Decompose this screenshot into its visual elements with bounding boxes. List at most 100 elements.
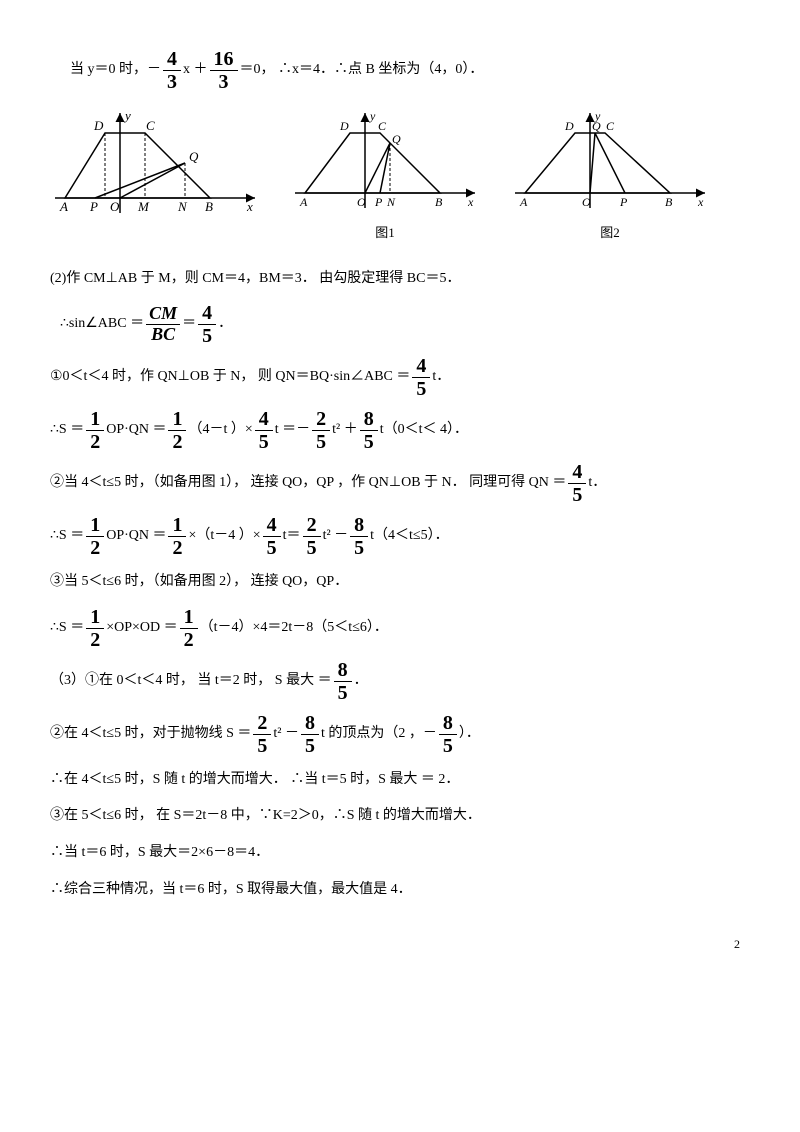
svg-text:C: C xyxy=(378,119,387,133)
figure-1: A O P N B x y D C Q 图1 xyxy=(290,108,480,246)
line-3: ∴sin∠ABC ＝ CMBC ＝ 45 ． xyxy=(50,302,750,347)
fraction: 12 xyxy=(86,408,104,453)
fraction: 45 xyxy=(412,355,430,400)
text: ． xyxy=(218,311,232,338)
fraction: CMBC xyxy=(146,304,180,345)
svg-text:N: N xyxy=(177,199,188,214)
svg-text:B: B xyxy=(435,195,443,209)
text: OP·QN ＝ xyxy=(106,523,166,550)
svg-text:D: D xyxy=(339,119,349,133)
text: ②当 4＜t≤5 时，（如备用图 1）， 连接 QO，QP ，作 QN⊥OB 于… xyxy=(50,470,566,497)
svg-text:x: x xyxy=(467,195,474,209)
svg-text:P: P xyxy=(374,195,383,209)
caption-2: 图2 xyxy=(510,221,710,246)
svg-text:A: A xyxy=(519,195,528,209)
text: ∴S ＝ xyxy=(50,523,84,550)
text: t² － xyxy=(273,721,299,748)
fraction: 12 xyxy=(86,606,104,651)
text: t 的顶点为（2 ，－ xyxy=(321,721,437,748)
fraction: 12 xyxy=(168,514,186,559)
svg-text:D: D xyxy=(564,119,574,133)
text: ∴S ＝ xyxy=(50,615,84,642)
text: t² ＋ xyxy=(332,417,358,444)
text: 当 y＝0 时，－ xyxy=(70,57,161,84)
svg-text:P: P xyxy=(619,195,628,209)
line-5: ∴S ＝ 12 OP·QN ＝ 12 （4－t ）× 45 t ＝－ 25 t²… xyxy=(50,408,750,453)
text: t（0＜t＜ 4）． xyxy=(380,417,468,444)
line-6: ②当 4＜t≤5 时，（如备用图 1）， 连接 QO，QP ，作 QN⊥OB 于… xyxy=(50,461,750,506)
fraction: 45 xyxy=(568,461,586,506)
line-15: ∴综合三种情况，当 t＝6 时，S 取得最大值，最大值是 4． xyxy=(50,877,750,904)
svg-text:Q: Q xyxy=(592,119,601,133)
text: x ＋ xyxy=(183,57,208,84)
line-7: ∴S ＝ 12 OP·QN ＝ 12 ×（t－4 ）× 45 t＝ 25 t² … xyxy=(50,514,750,559)
line-2: (2)作 CM⊥AB 于 M，则 CM＝4，BM＝3． 由勾股定理得 BC＝5． xyxy=(50,266,750,293)
text: ×OP×OD ＝ xyxy=(106,615,177,642)
svg-text:y: y xyxy=(123,108,131,123)
svg-text:x: x xyxy=(697,195,704,209)
text: （4－t ）× xyxy=(188,417,252,444)
fraction: 12 xyxy=(180,606,198,651)
line-13: ③在 5＜t≤6 时， 在 S＝2t－8 中，∵K=2＞0，∴S 随 t 的增大… xyxy=(50,803,750,830)
fraction: 12 xyxy=(86,514,104,559)
fraction: 25 xyxy=(303,514,321,559)
line-12: ∴在 4＜t≤5 时，S 随 t 的增大而增大． ∴当 t＝5 时，S 最大 ＝… xyxy=(50,767,750,794)
svg-text:Q: Q xyxy=(392,132,401,146)
text: ＝ xyxy=(182,311,196,338)
fraction: 25 xyxy=(253,712,271,757)
svg-text:O: O xyxy=(357,195,366,209)
text: ∴sin∠ABC ＝ xyxy=(60,311,144,338)
svg-text:Q: Q xyxy=(189,149,199,164)
svg-text:C: C xyxy=(146,118,155,133)
svg-text:O: O xyxy=(582,195,591,209)
page-number: 2 xyxy=(50,933,750,956)
svg-text:A: A xyxy=(299,195,308,209)
text: t（4＜t≤5）． xyxy=(370,523,448,550)
svg-text:M: M xyxy=(137,199,150,214)
text: ×（t－4 ）× xyxy=(188,523,260,550)
text: t＝ xyxy=(283,523,301,550)
text: ． xyxy=(354,668,368,695)
fraction: 12 xyxy=(168,408,186,453)
fraction: 85 xyxy=(334,659,352,704)
text: ②在 4＜t≤5 时，对于抛物线 S ＝ xyxy=(50,721,251,748)
text: t． xyxy=(432,364,450,391)
line-14: ∴当 t＝6 时，S 最大＝2×6－8＝4． xyxy=(50,840,750,867)
svg-text:P: P xyxy=(89,199,98,214)
svg-text:y: y xyxy=(369,109,376,123)
fraction: 85 xyxy=(350,514,368,559)
figures-row: A P O M N B x y D C Q A O P N B x xyxy=(50,108,750,246)
line-10: （3）①在 0＜t＜4 时， 当 t＝2 时， S 最大 ＝ 85 ． xyxy=(50,659,750,704)
fraction: 45 xyxy=(198,302,216,347)
text: t ＝－ xyxy=(275,417,310,444)
line-4: ①0＜t＜4 时，作 QN⊥OB 于 N， 则 QN＝BQ·sin∠ABC ＝ … xyxy=(50,355,750,400)
fraction: 85 xyxy=(439,712,457,757)
figure-2: A O P B x y D C Q 图2 xyxy=(510,108,710,246)
text: t． xyxy=(588,470,606,497)
text: ）． xyxy=(459,721,480,748)
fraction: 45 xyxy=(263,514,281,559)
figure-main: A P O M N B x y D C Q xyxy=(50,108,260,223)
text: ＝0， ∴x＝4．∴点 B 坐标为（4，0）． xyxy=(240,57,484,84)
fraction: 163 xyxy=(210,48,238,93)
text: ①0＜t＜4 时，作 QN⊥OB 于 N， 则 QN＝BQ·sin∠ABC ＝ xyxy=(50,364,410,391)
text: ∴S ＝ xyxy=(50,417,84,444)
svg-text:A: A xyxy=(59,199,68,214)
svg-text:B: B xyxy=(205,199,213,214)
caption-1: 图1 xyxy=(290,221,480,246)
svg-text:D: D xyxy=(93,118,104,133)
svg-text:C: C xyxy=(606,119,615,133)
text: t² － xyxy=(323,523,349,550)
text: （3）①在 0＜t＜4 时， 当 t＝2 时， S 最大 ＝ xyxy=(50,668,332,695)
svg-text:N: N xyxy=(386,195,396,209)
svg-text:O: O xyxy=(110,199,120,214)
fraction: 85 xyxy=(301,712,319,757)
svg-text:B: B xyxy=(665,195,673,209)
line-8: ③当 5＜t≤6 时，（如备用图 2）， 连接 QO，QP． xyxy=(50,569,750,596)
line-11: ②在 4＜t≤5 时，对于抛物线 S ＝ 25 t² － 85 t 的顶点为（2… xyxy=(50,712,750,757)
fraction: 45 xyxy=(255,408,273,453)
line-9: ∴S ＝ 12 ×OP×OD ＝ 12 （t－4）×4＝2t－8（5＜t≤6）． xyxy=(50,606,750,651)
fraction: 43 xyxy=(163,48,181,93)
svg-text:x: x xyxy=(246,199,253,214)
text: （t－4）×4＝2t－8（5＜t≤6）． xyxy=(200,615,388,642)
